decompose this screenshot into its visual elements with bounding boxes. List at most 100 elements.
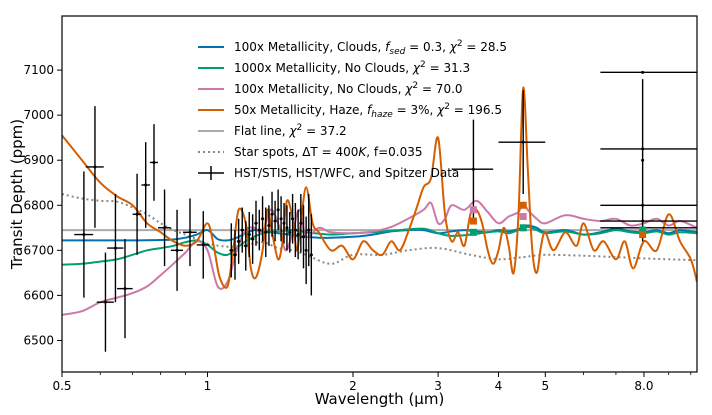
data-point <box>236 218 241 264</box>
plot-area <box>62 70 697 352</box>
data-point <box>141 142 150 228</box>
data-point <box>304 216 308 285</box>
series-line-100x-metallicity-no-clouds-70-0 <box>62 199 697 316</box>
data-point <box>273 200 277 242</box>
data-point <box>74 171 94 298</box>
data-marker <box>293 228 297 232</box>
band-average-marker <box>469 206 477 214</box>
x-axis-label: Wavelength (μm) <box>315 390 445 408</box>
data-marker <box>282 221 286 225</box>
x-tick-label: 4 <box>495 379 503 393</box>
data-marker <box>247 233 251 237</box>
legend-entry: 1000x Metallicity, No Clouds, χ2 = 31.3 <box>198 60 470 75</box>
series-line-1000x-metallicity-no-clouds-31-3 <box>62 225 697 266</box>
data-point <box>288 212 292 253</box>
data-marker <box>276 208 280 212</box>
legend-entry: Flat line, χ2 = 37.2 <box>198 123 347 138</box>
data-point <box>267 205 271 246</box>
x-tick-label: 0.5 <box>52 379 71 393</box>
data-marker <box>82 233 86 237</box>
legend-entry: 100x Metallicity, No Clouds, χ2 = 70.0 <box>198 81 463 96</box>
data-marker <box>229 248 233 252</box>
data-point <box>149 124 159 201</box>
data-marker <box>144 183 148 187</box>
data-marker <box>299 221 303 225</box>
data-marker <box>641 70 645 74</box>
data-point <box>96 252 114 352</box>
data-marker <box>264 230 268 234</box>
data-point <box>276 189 280 231</box>
data-point <box>196 211 210 279</box>
data-point <box>309 214 313 296</box>
legend-label: 50x Metallicity, Haze, fhaze = 3%, χ2 = … <box>234 102 502 120</box>
band-average-marker <box>639 226 647 234</box>
data-point <box>282 203 286 244</box>
legend-label: Star spots, ΔT = 400K, f=0.035 <box>234 145 423 159</box>
legend-label: 100x Metallicity, No Clouds, χ2 = 70.0 <box>234 81 463 96</box>
data-marker <box>521 140 525 144</box>
data-marker <box>296 233 300 237</box>
data-point <box>600 147 697 151</box>
legend-label: 100x Metallicity, Clouds, fsed = 0.3, χ2… <box>234 39 507 57</box>
data-point <box>233 230 237 280</box>
data-point <box>302 205 306 269</box>
data-marker <box>261 217 265 221</box>
y-tick-label: 6800 <box>23 198 54 212</box>
data-marker <box>152 160 156 164</box>
y-tick-label: 6500 <box>23 333 54 347</box>
data-point <box>229 223 234 278</box>
data-point <box>285 205 289 251</box>
legend-entry: 50x Metallicity, Haze, fhaze = 3%, χ2 = … <box>198 102 502 120</box>
data-marker <box>113 246 117 250</box>
data-point <box>107 194 124 303</box>
data-point <box>158 189 171 267</box>
data-marker <box>251 237 255 241</box>
data-marker <box>285 226 289 230</box>
data-point <box>293 203 297 258</box>
data-point <box>247 212 251 258</box>
data-marker <box>309 253 313 257</box>
band-average-marker <box>469 228 477 236</box>
data-point <box>85 106 104 228</box>
data-marker <box>135 212 139 216</box>
band-average-marker <box>639 231 647 239</box>
data-marker <box>267 224 271 228</box>
data-point <box>244 221 248 271</box>
series-line-50x-metallicity-haze-f-haze-3-196-5 <box>62 86 697 289</box>
data-point <box>279 196 283 242</box>
data-marker <box>163 226 167 230</box>
data-marker <box>304 248 308 252</box>
x-tick-label: 5 <box>541 379 549 393</box>
data-marker <box>188 230 192 234</box>
x-tick-label: 3 <box>434 379 442 393</box>
data-point <box>254 200 258 246</box>
data-marker <box>237 239 241 243</box>
legend-label: 1000x Metallicity, No Clouds, χ2 = 31.3 <box>234 60 470 75</box>
x-tick-label: 1 <box>204 379 212 393</box>
data-marker <box>471 167 475 171</box>
data-point <box>291 194 295 244</box>
y-tick-label: 7100 <box>23 63 54 77</box>
data-marker <box>302 235 306 239</box>
x-axis: 0.5 1 2 3 4 5 8.0 <box>52 372 692 393</box>
data-point <box>260 196 265 242</box>
data-marker <box>273 219 277 223</box>
data-point <box>451 119 494 219</box>
x-tick-label: 2 <box>349 379 357 393</box>
band-average-marker <box>519 224 527 232</box>
data-marker <box>201 243 205 247</box>
y-tick-label: 6700 <box>23 243 54 257</box>
legend-entry: 100x Metallicity, Clouds, fsed = 0.3, χ2… <box>198 39 507 57</box>
x-tick-label: 8.0 <box>634 379 653 393</box>
legend-entry: Star spots, ΔT = 400K, f=0.035 <box>198 145 423 159</box>
band-average-marker <box>519 201 527 209</box>
band-average-marker <box>519 213 527 221</box>
data-point <box>600 70 697 74</box>
data-marker <box>240 228 244 232</box>
data-marker <box>270 212 274 216</box>
legend: 100x Metallicity, Clouds, fsed = 0.3, χ2… <box>198 39 507 180</box>
data-marker <box>93 165 97 169</box>
data-point <box>299 194 303 253</box>
data-point <box>183 198 197 267</box>
